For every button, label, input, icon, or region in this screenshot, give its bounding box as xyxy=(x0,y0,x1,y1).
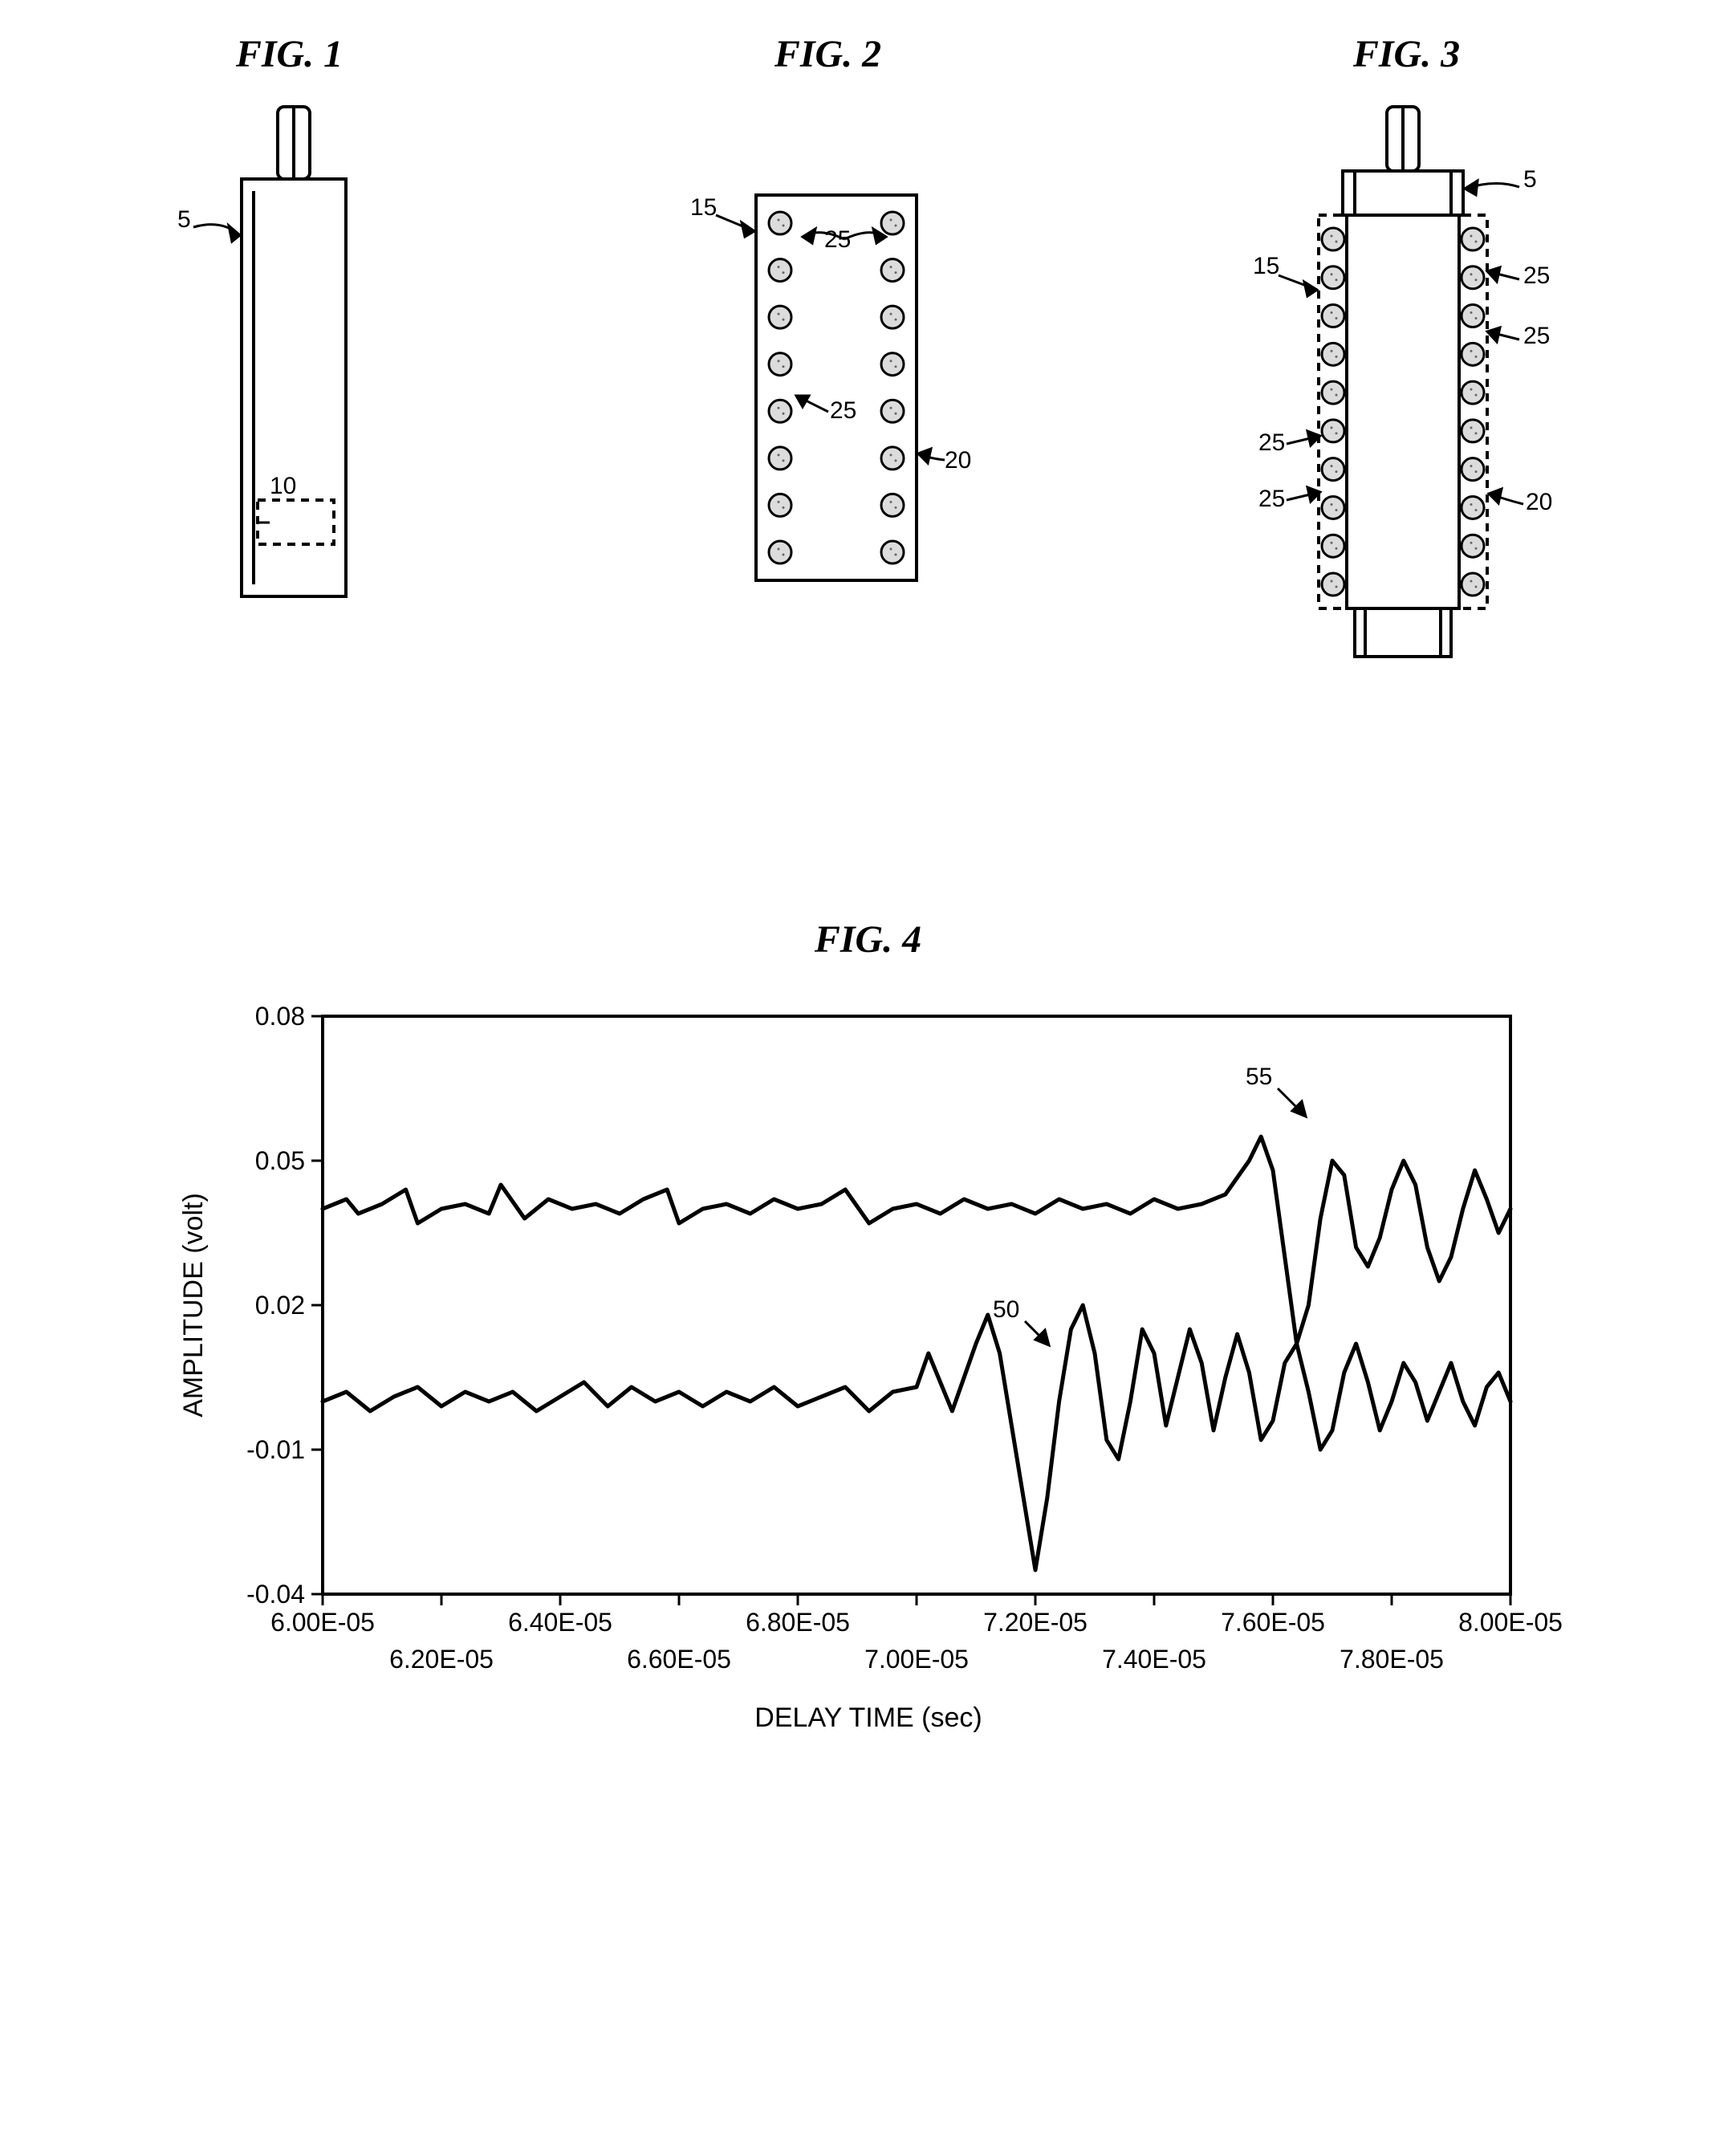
top-figures-row: FIG. 1 5 xyxy=(32,32,1704,709)
fig1-block: FIG. 1 5 xyxy=(145,32,434,661)
fig2-callout-25a: 25 xyxy=(824,226,851,253)
fig3-callout-25l2: 25 xyxy=(1258,486,1285,512)
fig3-block: FIG. 3 xyxy=(1222,32,1592,709)
fig4-xtick: 7.60E-05 xyxy=(1221,1608,1325,1637)
fig4-xtick: 8.00E-05 xyxy=(1458,1608,1563,1637)
fig4-xtick: 7.40E-05 xyxy=(1102,1645,1206,1674)
fig1-callout-10: 10 xyxy=(270,473,296,499)
fig4-xtick: 7.80E-05 xyxy=(1340,1645,1444,1674)
fig3-callout-5: 5 xyxy=(1523,166,1537,193)
fig4-ytick: 0.02 xyxy=(254,1291,304,1320)
fig1-callout-5: 5 xyxy=(177,206,191,233)
fig4-callout-55: 55 xyxy=(1246,1064,1272,1090)
fig4-xtick: 7.00E-05 xyxy=(864,1645,969,1674)
fig4-xlabel: DELAY TIME (sec) xyxy=(754,1702,982,1733)
fig3-callout-15: 15 xyxy=(1253,253,1279,279)
fig2-svg: 15 25 25 xyxy=(660,99,997,661)
fig2-block: FIG. 2 15 xyxy=(660,32,997,661)
fig3-callout-25r2: 25 xyxy=(1523,323,1550,349)
fig3-callout-25l1: 25 xyxy=(1258,429,1285,456)
fig4-xtick: 6.20E-05 xyxy=(389,1645,494,1674)
fig4-title: FIG. 4 xyxy=(815,917,921,962)
fig4-svg: -0.04 -0.01 0.02 0.05 0.08 6.00E-05 6.20E-05 6… xyxy=(162,984,1575,1755)
fig1-svg: 5 10 xyxy=(145,99,434,661)
fig2-callout-20: 20 xyxy=(945,447,971,474)
fig4-ytick: -0.01 xyxy=(246,1435,305,1464)
fig4-xtick: 6.00E-05 xyxy=(270,1608,375,1637)
fig4-xtick: 6.80E-05 xyxy=(746,1608,850,1637)
series-50 xyxy=(323,1305,1510,1570)
fig4-callout-50: 50 xyxy=(993,1296,1019,1323)
page: FIG. 1 5 xyxy=(32,32,1704,1755)
fig4-ylabel: AMPLITUDE (volt) xyxy=(178,1193,209,1418)
fig4-xtick: 6.60E-05 xyxy=(627,1645,731,1674)
fig4-block: FIG. 4 -0.04 -0.01 0.02 0.05 0.08 6.00E-05 6.… xyxy=(32,917,1704,1755)
fig2-title: FIG. 2 xyxy=(774,32,881,76)
fig4-ytick: 0.05 xyxy=(254,1146,304,1175)
fig2-callout-25b: 25 xyxy=(830,397,856,424)
series-55 xyxy=(323,1137,1510,1344)
fig2-callout-15: 15 xyxy=(690,194,717,221)
fig4-xtick: 6.40E-05 xyxy=(508,1608,612,1637)
fig3-svg: 5 15 25 25 25 xyxy=(1222,99,1592,709)
fig4-ytick: 0.08 xyxy=(254,1002,304,1031)
fig3-callout-20: 20 xyxy=(1526,489,1552,515)
fig3-callout-25r1: 25 xyxy=(1523,262,1550,289)
fig4-xtick: 7.20E-05 xyxy=(983,1608,1088,1637)
fig4-ytick: -0.04 xyxy=(246,1580,305,1609)
fig3-title: FIG. 3 xyxy=(1353,32,1460,76)
fig1-title: FIG. 1 xyxy=(236,32,343,76)
